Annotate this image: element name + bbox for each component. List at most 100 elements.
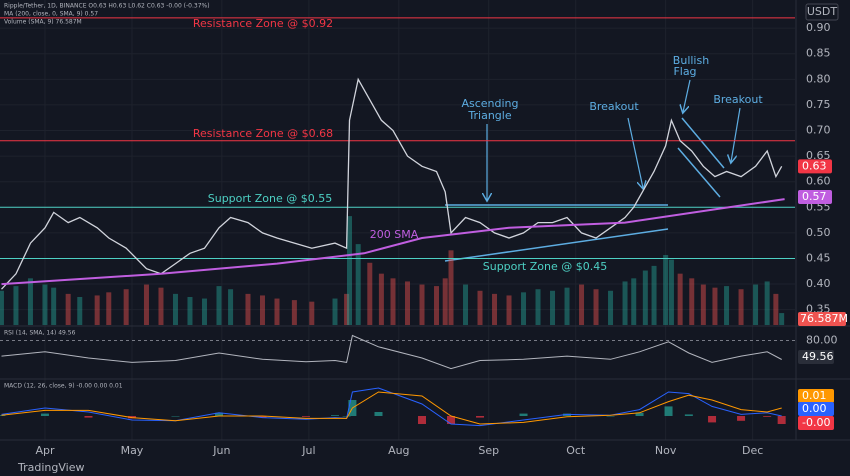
volume-bar <box>724 286 730 325</box>
macd-histogram-bar <box>374 412 383 416</box>
volume-bar <box>700 284 706 325</box>
volume-bar <box>27 278 33 325</box>
volume-bar <box>346 216 352 325</box>
zone-label: Support Zone @ $0.45 <box>483 260 607 273</box>
x-tick-label: May <box>121 444 144 457</box>
volume-bar <box>13 286 19 325</box>
macd-histogram-bar <box>258 416 267 418</box>
volume-bar <box>419 284 425 325</box>
y-tick-label: 0.45 <box>806 251 831 264</box>
macd-histogram-bar <box>40 413 49 416</box>
volume-bar <box>187 297 193 325</box>
volume-bar <box>106 292 112 325</box>
volume-bar <box>492 293 498 325</box>
annotation: Bullish <box>673 54 709 67</box>
macd-box-label: 0.01 <box>802 389 827 402</box>
sma-line <box>1 198 785 286</box>
macd-histogram-bar <box>664 406 673 416</box>
volume-bar <box>564 287 570 325</box>
macd-line <box>1 391 782 425</box>
x-tick-label: Apr <box>35 444 55 457</box>
arrow <box>683 79 691 112</box>
volume-bar <box>535 289 541 325</box>
y-tick-label: 0.50 <box>806 226 831 239</box>
x-tick-label: Oct <box>566 444 586 457</box>
flag-bottom <box>677 147 721 198</box>
y-tick-label: 0.75 <box>806 98 831 111</box>
price-box-label: 0.63 <box>802 159 827 172</box>
macd-histogram-bar <box>519 413 528 416</box>
macd-box-label: -0.00 <box>802 416 830 429</box>
volume-bar <box>274 298 280 325</box>
volume-bar <box>344 293 350 325</box>
macd-histogram-bar <box>737 416 746 421</box>
price-box-label: 0.57 <box>802 190 827 203</box>
volume-bar <box>622 281 628 325</box>
volume-bar <box>216 286 222 325</box>
volume-bar <box>77 297 83 325</box>
volume-bar <box>434 286 440 325</box>
volume-bar <box>477 290 483 325</box>
annotation: Triangle <box>467 109 511 122</box>
volume-bar <box>94 295 100 325</box>
annotation: Flag <box>673 65 696 78</box>
volume-bar <box>738 289 744 325</box>
macd-histogram-bar <box>777 416 786 424</box>
legend-line: Ripple/Tether, 1D, BINANCE O0.63 H0.63 L… <box>4 3 210 10</box>
volume-bar <box>291 300 297 325</box>
y-tick-label: 0.85 <box>806 47 831 60</box>
volume-bar <box>550 290 556 325</box>
volume-bar <box>521 292 527 325</box>
macd-histogram-bar <box>447 416 456 424</box>
volume-bar <box>642 270 648 325</box>
arrow <box>627 117 643 188</box>
annotation: 200 SMA <box>370 228 419 241</box>
volume-bar <box>593 289 599 325</box>
x-tick-label: Sep <box>478 444 499 457</box>
volume-bar <box>442 278 448 325</box>
volume-bar <box>123 289 129 325</box>
rsi-box-label: 49.56 <box>802 350 834 363</box>
macd-histogram-bar <box>171 416 180 417</box>
price-box <box>798 159 832 174</box>
volume-box-label: 76.587M <box>800 312 848 325</box>
macd-histogram-bar <box>763 416 772 417</box>
volume-bar <box>689 278 695 325</box>
volume-bar <box>463 284 469 325</box>
volume-bar <box>259 295 265 325</box>
volume-bar <box>779 313 785 325</box>
brand: TradingView <box>17 461 84 474</box>
annotation: Breakout <box>589 100 639 113</box>
y-tick-label: 0.90 <box>806 21 831 34</box>
volume-bar <box>65 293 71 325</box>
volume-bar <box>0 290 4 325</box>
macd-histogram-bar <box>301 416 310 417</box>
x-tick-label: Aug <box>388 444 409 457</box>
rsi-tick-label: 80.00 <box>806 334 838 347</box>
volume-bar <box>506 295 512 325</box>
price-box <box>798 190 832 205</box>
x-tick-label: Jul <box>301 444 315 457</box>
annotation: Breakout <box>713 93 763 106</box>
macd-box <box>798 402 834 416</box>
annotation: Ascending <box>461 97 518 110</box>
macd-box <box>798 416 834 430</box>
volume-bar <box>355 244 361 325</box>
macd-histogram-bar <box>606 416 615 417</box>
macd-histogram-bar <box>684 414 693 416</box>
rsi-line <box>1 334 782 370</box>
volume-bar <box>201 298 207 325</box>
volume-bar <box>448 250 454 325</box>
macd-histogram-bar <box>476 416 485 418</box>
y-tick-label: 0.80 <box>806 72 831 85</box>
volume-bar <box>753 284 759 325</box>
zone-label: Resistance Zone @ $0.92 <box>193 17 333 30</box>
volume-bar <box>332 298 338 325</box>
volume-bar <box>668 259 674 325</box>
volume-bar <box>245 293 251 325</box>
x-tick-label: Jun <box>212 444 230 457</box>
zone-label: Resistance Zone @ $0.68 <box>193 127 333 140</box>
unit: USDT <box>807 5 838 18</box>
volume-bar <box>143 284 149 325</box>
arrow <box>731 107 741 162</box>
